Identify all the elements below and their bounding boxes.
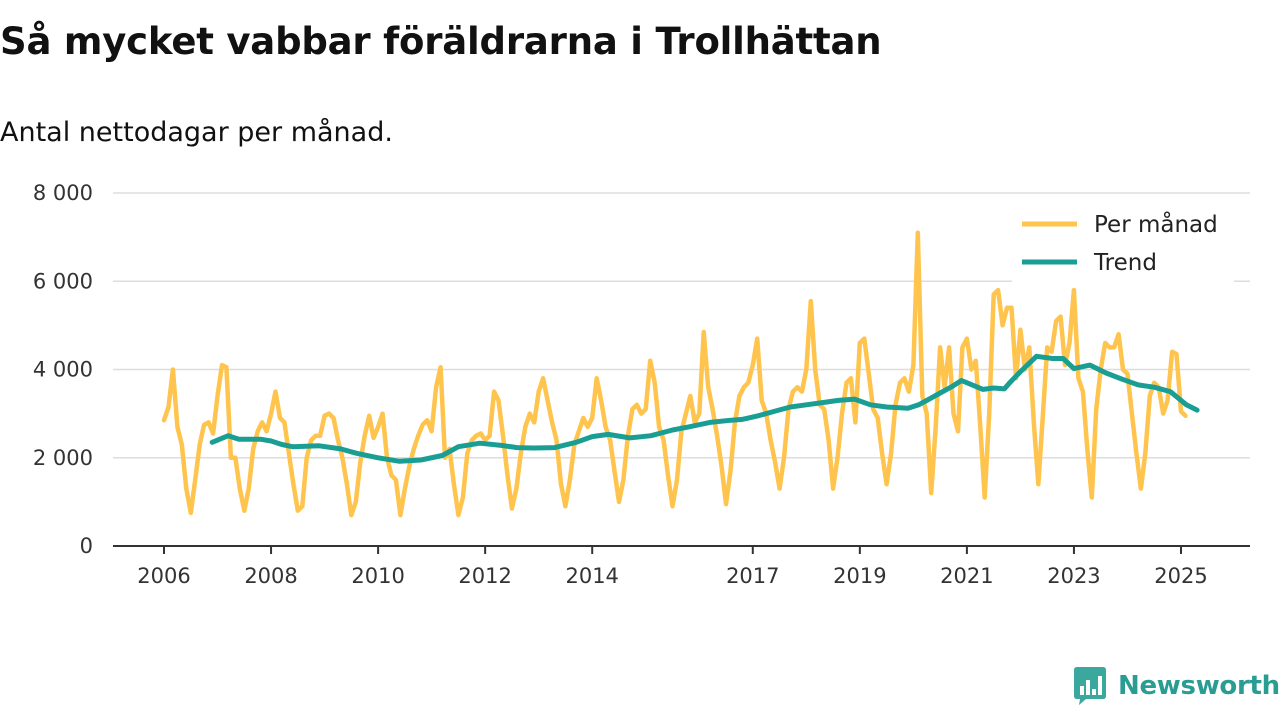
brand-name: Newsworthy	[1118, 671, 1280, 701]
chart-subtitle: Antal nettodagar per månad.	[0, 117, 393, 148]
y-tick-label: 6 000	[33, 269, 93, 293]
series-line-trend[interactable]	[209, 353, 1200, 464]
x-tick-label: 2012	[458, 564, 511, 588]
x-tick-label: 2021	[940, 564, 993, 588]
x-tick-label: 2025	[1154, 564, 1207, 588]
legend-background	[1012, 206, 1234, 284]
y-tick-label: 0	[80, 534, 93, 558]
y-tick-label: 2 000	[33, 446, 93, 470]
page-title: Så mycket vabbar föräldrarna i Trollhätt…	[0, 20, 882, 63]
legend-label-per-manad: Per månad	[1094, 210, 1218, 238]
y-tick-label: 8 000	[33, 181, 93, 205]
y-tick-label: 4 000	[33, 358, 93, 382]
x-tick-label: 2019	[833, 564, 886, 588]
legend-label-trend: Trend	[1093, 250, 1157, 276]
x-tick-label: 2014	[565, 564, 618, 588]
x-tick-label: 2017	[726, 564, 779, 588]
x-tick-label: 2023	[1047, 564, 1100, 588]
newsworthy-logo-icon	[1074, 667, 1106, 705]
x-tick-label: 2008	[244, 564, 297, 588]
x-tick-label: 2010	[351, 564, 404, 588]
legend: Per månad Trend	[1012, 206, 1234, 284]
x-tick-label: 2006	[137, 564, 190, 588]
gridlines	[113, 192, 1250, 459]
y-axis-ticks: 0 2 000 4 000 6 000 8 000	[33, 181, 93, 558]
x-axis-ticks: 2006 2008 2010 2012 2014 2017 2019 2021 2023 2025	[137, 546, 1208, 588]
newsworthy-brand[interactable]: Newsworthy	[1072, 664, 1280, 708]
series-line-per-manad[interactable]	[161, 230, 1188, 518]
